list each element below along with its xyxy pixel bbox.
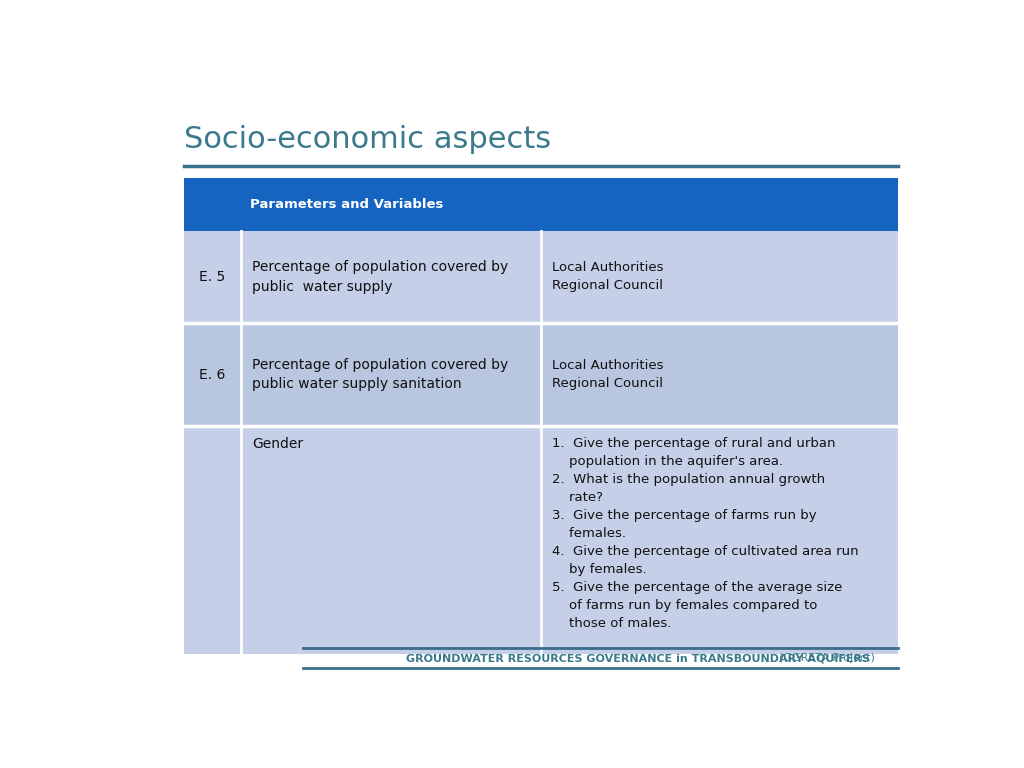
Text: (GGRETA Project): (GGRETA Project) (778, 653, 874, 663)
Bar (183, 323, 898, 426)
Bar (183, 178, 898, 231)
Text: Parameters and Variables: Parameters and Variables (250, 198, 443, 211)
Text: Percentage of population covered by
public  water supply: Percentage of population covered by publ… (252, 260, 508, 293)
Bar (183, 426, 898, 654)
Text: Gender: Gender (252, 437, 303, 451)
Bar (183, 231, 898, 323)
Text: Percentage of population covered by
public water supply sanitation: Percentage of population covered by publ… (252, 358, 508, 391)
Text: E. 6: E. 6 (199, 368, 225, 382)
Text: Local Authorities
Regional Council: Local Authorities Regional Council (552, 261, 664, 293)
Text: E. 5: E. 5 (199, 270, 225, 284)
Text: Local Authorities
Regional Council: Local Authorities Regional Council (552, 359, 664, 390)
Text: 1.  Give the percentage of rural and urban
    population in the aquifer's area.: 1. Give the percentage of rural and urba… (552, 437, 858, 630)
Text: GROUNDWATER RESOURCES GOVERNANCE in TRANSBOUNDARY AQUIFERS: GROUNDWATER RESOURCES GOVERNANCE in TRAN… (406, 653, 869, 663)
Text: Socio-economic aspects: Socio-economic aspects (183, 124, 551, 154)
